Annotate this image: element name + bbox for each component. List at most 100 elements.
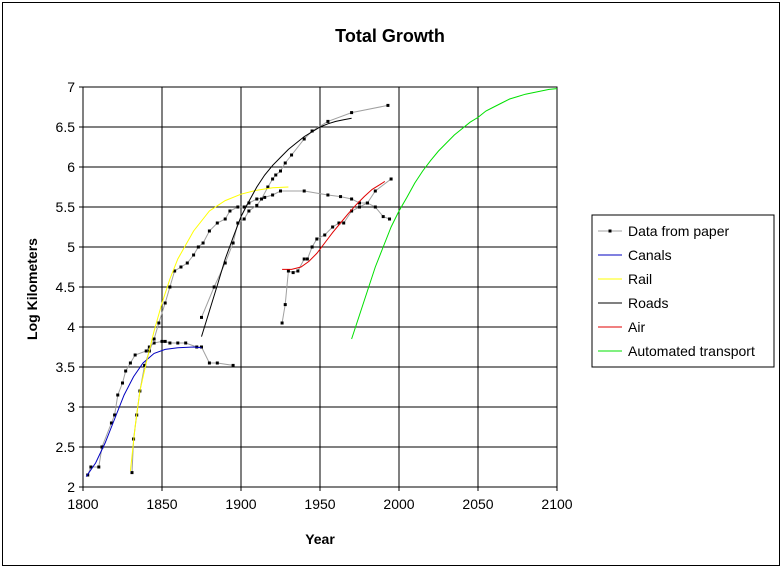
data-from-paper-point	[302, 137, 306, 141]
x-tick-label: 1800	[67, 496, 98, 512]
data-from-paper-point	[342, 221, 346, 225]
data-from-paper-point	[207, 229, 211, 233]
data-from-paper-point	[157, 321, 161, 325]
data-from-paper-point	[260, 197, 264, 201]
data-from-paper-point	[152, 337, 156, 341]
automated-transport-line	[351, 88, 558, 340]
data-from-paper-point	[271, 177, 275, 181]
data-from-paper-point	[223, 261, 227, 265]
y-tick-label: 4	[67, 319, 75, 335]
legend-label-data-from-paper: Data from paper	[628, 223, 729, 239]
data-from-paper-point	[350, 197, 354, 201]
x-tick-label: 2050	[462, 496, 493, 512]
data-from-paper-point	[184, 341, 188, 345]
data-from-paper-point	[228, 209, 232, 213]
plot-border	[82, 86, 558, 488]
data-from-paper-point	[255, 203, 259, 207]
data-from-paper-point	[231, 363, 235, 367]
y-tick-label: 2.5	[56, 439, 76, 455]
data-from-paper-point	[280, 321, 284, 325]
data-from-paper-point	[124, 369, 128, 373]
y-tick-label: 3	[67, 399, 75, 415]
data-from-paper-point	[147, 345, 151, 349]
data-from-paper-point	[302, 257, 306, 261]
data-from-paper-point	[247, 209, 251, 213]
data-from-paper-point	[192, 253, 196, 257]
data-from-paper-point	[381, 215, 385, 219]
y-tick-label: 2	[67, 479, 75, 495]
data-from-paper-point	[274, 173, 278, 177]
data-from-paper-point	[168, 285, 172, 289]
data-from-paper-point	[242, 205, 246, 209]
data-from-paper-point	[310, 245, 314, 249]
data-from-paper-point	[247, 201, 251, 205]
data-from-paper-point	[109, 421, 113, 425]
data-from-paper-point	[143, 363, 147, 367]
data-from-paper-point	[386, 103, 390, 107]
data-from-paper-point	[310, 129, 314, 133]
data-from-paper-point	[315, 237, 319, 241]
legend-label-canals: Canals	[628, 247, 672, 263]
y-tick-label: 5.5	[56, 199, 76, 215]
data-from-paper-point	[358, 205, 361, 209]
data-from-paper-point	[144, 349, 148, 353]
y-axis-label: Log Kilometers	[24, 238, 40, 340]
data-from-paper-point	[290, 153, 294, 157]
y-tick-label: 3.5	[56, 359, 76, 375]
data-from-paper-point	[200, 345, 203, 349]
legend-label-roads: Roads	[628, 295, 668, 311]
legend-label-automated-transport: Automated transport	[628, 343, 755, 359]
data-from-paper-point	[168, 341, 172, 345]
legend-label-air: Air	[628, 319, 645, 335]
data-from-paper-point	[242, 217, 246, 221]
data-from-paper-point	[255, 197, 259, 201]
data-from-paper-point	[323, 233, 327, 237]
data-from-paper-point	[271, 193, 275, 197]
data-from-paper-point	[173, 269, 177, 273]
data-from-paper-point	[283, 303, 287, 307]
data-from-paper-point	[185, 261, 189, 265]
data-from-paper-line	[131, 190, 390, 473]
data-from-paper-point	[215, 361, 219, 365]
y-tick-label: 4.5	[56, 279, 76, 295]
legend: Data from paper Canals Rail Roads Air Automat…	[591, 214, 775, 368]
data-from-paper-point	[163, 301, 167, 305]
data-from-paper-point	[286, 269, 290, 273]
y-tick-label: 7	[67, 79, 75, 95]
legend-marker-data-from-paper	[608, 229, 612, 233]
data-from-paper-point	[337, 221, 341, 225]
data-from-paper-point	[133, 353, 137, 357]
data-from-paper-point	[200, 315, 203, 319]
data-from-paper-point	[279, 189, 282, 193]
data-from-paper-point	[326, 119, 330, 123]
data-from-paper-point	[223, 217, 227, 221]
chart-title: Total Growth	[335, 26, 445, 46]
y-tick-label: 5	[67, 239, 75, 255]
data-from-paper-point	[373, 189, 377, 193]
data-from-paper-point	[365, 201, 369, 205]
legend-label-rail: Rail	[628, 271, 652, 287]
chart-svg: 2 2.5 3 3.5 4 4.5 5 5.5 6 6.5 7 1800 1850 1900 1950 200…	[24, 26, 775, 547]
data-from-paper-point	[121, 381, 124, 385]
data-from-paper-point	[179, 265, 183, 269]
x-tick-label: 1900	[225, 496, 256, 512]
legend-box	[591, 214, 775, 368]
data-from-paper-point	[279, 169, 282, 173]
data-from-paper-point	[215, 221, 219, 225]
data-from-paper-point	[160, 339, 164, 343]
data-from-paper-point	[176, 341, 180, 345]
data-from-paper-point	[305, 257, 309, 261]
x-tick-label: 1950	[304, 496, 335, 512]
data-from-paper-point	[236, 205, 240, 209]
data-from-paper-point	[326, 193, 330, 197]
rail-line	[129, 186, 289, 472]
x-axis-label: Year	[305, 531, 335, 547]
data-from-paper-point	[130, 471, 134, 475]
data-from-paper-point	[350, 111, 354, 115]
data-from-paper-point	[207, 361, 211, 365]
data-from-paper-point	[350, 209, 354, 213]
data-from-paper-point	[100, 445, 104, 449]
data-from-paper-point	[163, 339, 167, 343]
data-from-paper-point	[266, 185, 270, 189]
